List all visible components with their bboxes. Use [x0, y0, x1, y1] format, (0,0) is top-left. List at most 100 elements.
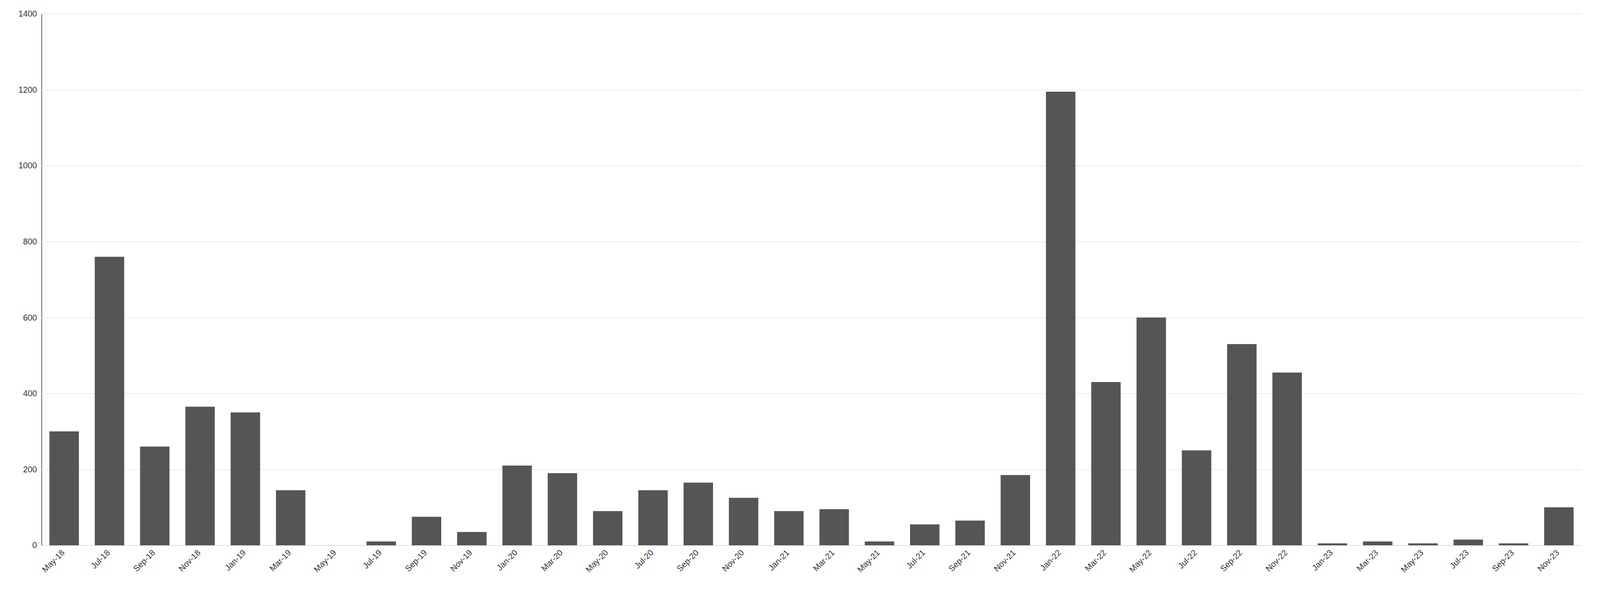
- bar: [910, 524, 940, 546]
- bar: [1136, 317, 1167, 546]
- y-tick-label: 0: [32, 540, 37, 551]
- grid-line: [41, 545, 1582, 546]
- bar: [1362, 541, 1393, 546]
- bars: [49, 91, 1574, 546]
- x-tick-label: Jul-22: [1176, 548, 1199, 571]
- bar: [1317, 543, 1348, 546]
- bar: [49, 431, 79, 546]
- grid-line: [41, 241, 1582, 243]
- y-tick: 400: [23, 389, 1582, 399]
- x-tick: Nov-18: [176, 548, 203, 574]
- x-tick: Jan-20: [494, 548, 520, 573]
- bar: [1227, 344, 1257, 546]
- y-tick-label: 1200: [18, 85, 37, 95]
- x-tick: Sep-23: [1490, 548, 1516, 574]
- grid-line: [41, 393, 1582, 395]
- x-tick-label: Jan-20: [494, 548, 520, 573]
- x-tick-label: Jan-19: [222, 548, 248, 573]
- bar: [593, 511, 623, 546]
- grid-line: [41, 317, 1582, 318]
- x-axis: May-18 Jul-18 Sep-18 Nov-18 Jan-19 Mar-19 May-…: [40, 545, 1582, 575]
- bar: [955, 521, 985, 546]
- x-tick-label: Nov-22: [1264, 548, 1290, 574]
- y-tick-label: 400: [23, 389, 37, 399]
- x-tick: Sep-20: [675, 548, 701, 574]
- x-tick: Mar-19: [267, 548, 293, 574]
- x-tick: Sep-18: [131, 548, 157, 574]
- bar: [94, 257, 125, 546]
- x-tick: May-22: [1127, 548, 1154, 575]
- bar: [1408, 543, 1439, 546]
- x-tick-label: Sep-18: [131, 548, 157, 574]
- x-tick-label: Sep-22: [1218, 548, 1245, 574]
- x-tick: Jul-21: [904, 548, 928, 571]
- x-tick: May-23: [1399, 548, 1426, 575]
- y-tick: 1200: [18, 85, 1582, 95]
- bar: [1000, 475, 1031, 546]
- x-tick: Jul-20: [632, 548, 656, 571]
- bar: [275, 490, 306, 546]
- x-tick-label: Sep-19: [403, 548, 429, 574]
- x-tick-label: Nov-20: [720, 548, 746, 574]
- bar: [1181, 450, 1212, 546]
- x-tick: Mar-22: [1083, 548, 1109, 574]
- bar: [1544, 507, 1574, 546]
- y-tick-label: 800: [23, 237, 37, 247]
- bar: [638, 490, 668, 546]
- y-tick: 600: [23, 313, 1582, 323]
- y-tick: 1400: [18, 9, 1582, 19]
- x-tick-label: Sep-23: [1490, 548, 1516, 574]
- bar: [321, 545, 351, 546]
- x-tick-label: May-18: [40, 548, 67, 575]
- plot: 0 200 400 600 800 1000 1200 1400 May-18 Jul-18 Sep…: [18, 9, 1583, 575]
- x-tick-label: Mar-23: [1354, 548, 1380, 574]
- x-tick: Jul-18: [89, 548, 112, 571]
- x-tick-label: Jul-19: [360, 548, 384, 571]
- bar: [1453, 539, 1484, 546]
- x-tick: Jan-22: [1038, 548, 1063, 573]
- x-tick-label: May-22: [1127, 548, 1154, 575]
- x-tick: Sep-19: [403, 548, 429, 574]
- x-tick: Sep-21: [946, 548, 973, 574]
- x-tick: Jul-19: [360, 548, 384, 571]
- x-tick-label: Nov-21: [992, 548, 1018, 574]
- x-tick-label: Sep-20: [675, 548, 701, 574]
- x-tick: Sep-22: [1218, 548, 1245, 574]
- x-tick: Nov-23: [1535, 548, 1562, 574]
- bar: [1045, 91, 1076, 546]
- y-axis-line: [41, 14, 42, 546]
- x-tick: Mar-21: [811, 548, 837, 574]
- y-tick: 1000: [18, 161, 1582, 171]
- bar: [366, 541, 396, 546]
- x-tick: Jul-23: [1448, 548, 1471, 571]
- y-tick-label: 1000: [18, 161, 37, 171]
- bar: [683, 482, 714, 546]
- bar: [185, 407, 216, 546]
- bar: [1272, 372, 1302, 546]
- x-tick-label: Nov-19: [448, 548, 474, 574]
- x-tick: May-19: [311, 548, 339, 575]
- bar: [1091, 382, 1121, 546]
- x-tick: Nov-21: [992, 548, 1018, 574]
- bar: [819, 509, 850, 546]
- x-tick-label: Mar-20: [539, 548, 565, 574]
- x-tick-label: May-23: [1399, 548, 1426, 575]
- grid-line: [41, 469, 1582, 470]
- x-tick: May-20: [583, 548, 611, 575]
- x-tick: Nov-20: [720, 548, 746, 574]
- x-tick: Jan-21: [766, 548, 792, 573]
- x-tick: Jan-19: [222, 548, 248, 573]
- y-tick-label: 200: [23, 465, 37, 475]
- bar: [230, 412, 261, 546]
- bar: [411, 516, 442, 546]
- x-tick-label: Jan-23: [1310, 548, 1335, 573]
- bar: [547, 473, 578, 546]
- x-tick-label: Jan-21: [766, 548, 792, 573]
- x-tick-label: May-21: [855, 548, 882, 575]
- bar: [502, 465, 533, 546]
- x-tick: May-21: [855, 548, 882, 575]
- x-tick-label: Nov-23: [1535, 548, 1562, 574]
- x-axis-line: [41, 545, 1583, 546]
- grid-line: [41, 89, 1582, 91]
- x-tick-label: Mar-19: [267, 548, 293, 574]
